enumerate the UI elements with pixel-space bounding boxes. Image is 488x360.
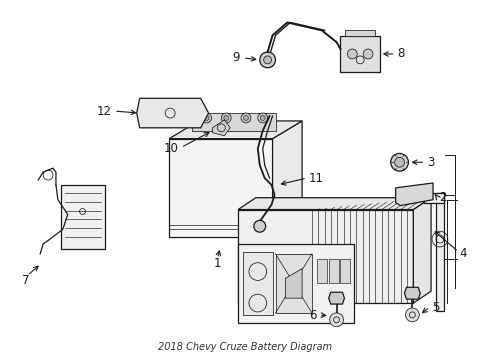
Circle shape [259,52,275,68]
Circle shape [363,49,372,59]
Circle shape [243,116,248,121]
Polygon shape [285,269,302,298]
Text: 7: 7 [21,274,29,287]
Polygon shape [137,98,208,128]
Polygon shape [212,120,230,136]
Polygon shape [345,30,374,36]
Polygon shape [272,121,302,237]
Polygon shape [328,259,338,283]
Circle shape [346,49,357,59]
Text: 11: 11 [308,171,324,185]
Circle shape [201,113,211,123]
Polygon shape [243,252,272,315]
Text: 4: 4 [459,247,466,260]
Polygon shape [169,121,302,139]
Text: 12: 12 [97,105,112,118]
Circle shape [394,157,404,167]
Text: 9: 9 [232,51,240,64]
Polygon shape [412,198,430,303]
Polygon shape [191,113,275,131]
Circle shape [405,308,418,322]
Text: 5: 5 [431,301,439,315]
Circle shape [260,116,264,121]
Polygon shape [395,183,432,206]
Text: 2: 2 [438,191,446,204]
Circle shape [263,56,271,64]
Text: 10: 10 [164,142,179,155]
Polygon shape [238,210,412,303]
Circle shape [203,116,209,121]
Circle shape [221,113,231,123]
Polygon shape [404,287,419,299]
Polygon shape [435,193,443,311]
Polygon shape [238,198,430,210]
Circle shape [241,113,250,123]
Circle shape [224,116,228,121]
Polygon shape [169,139,272,237]
Circle shape [253,220,265,232]
Circle shape [390,153,407,171]
Polygon shape [328,292,344,304]
Polygon shape [316,259,326,283]
Circle shape [257,113,267,123]
Text: 6: 6 [309,309,316,322]
Text: 2018 Chevy Cruze Battery Diagram: 2018 Chevy Cruze Battery Diagram [158,342,331,352]
Text: 8: 8 [397,48,404,60]
Text: 1: 1 [213,257,221,270]
Polygon shape [423,193,443,203]
Polygon shape [61,185,105,249]
Polygon shape [275,254,311,313]
Text: 3: 3 [426,156,434,169]
Polygon shape [238,244,353,323]
Polygon shape [340,36,379,72]
Circle shape [329,313,343,327]
Polygon shape [340,259,349,283]
